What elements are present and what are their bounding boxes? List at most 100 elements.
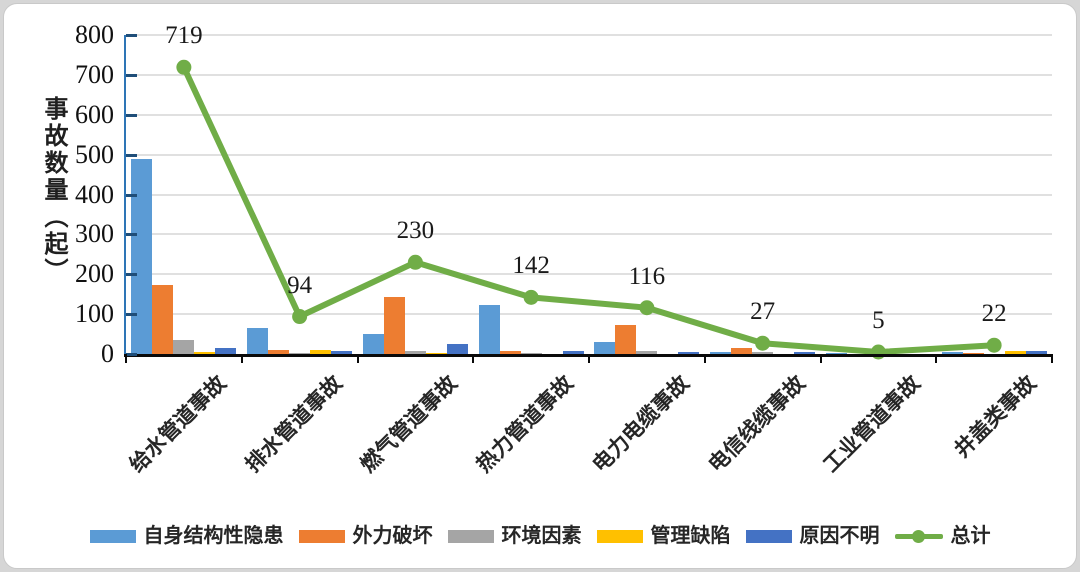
legend-item-0: 自身结构性隐患 (89, 525, 284, 547)
x-axis-tick (703, 354, 706, 363)
bar-0-cat1 (247, 328, 269, 354)
bar-4-cat5 (794, 352, 816, 354)
chart-legend: 自身结构性隐患 外力破坏 环境因素 管理缺陷 原因不明 总计 (4, 520, 1076, 552)
plot-area: 719 94 230 142 116 27 5 22 (124, 23, 1053, 363)
legend-swatch-icon (745, 529, 792, 543)
bar-4-cat4 (678, 352, 700, 354)
bar-0-cat0 (131, 158, 153, 354)
legend-line-icon (894, 529, 943, 544)
x-axis-tick (935, 354, 938, 363)
bar-2-cat0 (173, 339, 195, 354)
x-axis-category-label: 电力电缆事故 (588, 371, 694, 477)
gridline (126, 313, 1052, 316)
x-axis-tick (472, 354, 475, 363)
legend-item-4: 原因不明 (745, 525, 880, 547)
legend-item-2: 环境因素 (447, 526, 582, 546)
y-axis-tick (126, 113, 137, 117)
legend-swatch-icon (596, 529, 643, 543)
total-data-label: 94 (287, 271, 313, 299)
x-axis-tick (125, 354, 127, 363)
total-line-point (870, 344, 886, 360)
bar-2-cat2 (404, 350, 426, 354)
bar-1-cat0 (152, 285, 174, 354)
bar-1-cat2 (383, 296, 405, 354)
gridline (126, 233, 1052, 236)
bar-3-cat7 (1004, 350, 1026, 354)
legend-line-dot (911, 529, 925, 543)
gridline (126, 113, 1052, 116)
y-axis-tick-label: 100 (75, 299, 114, 329)
bar-4-cat1 (331, 350, 353, 354)
gridline (126, 153, 1052, 156)
total-data-label: 116 (628, 262, 666, 290)
bar-2-cat5 (752, 352, 774, 354)
total-line-point (523, 289, 539, 305)
x-axis-category-label: 电信线缆事故 (704, 371, 810, 477)
legend-item-1: 外力破坏 (298, 525, 433, 547)
total-line-point (986, 337, 1002, 353)
gridline (126, 273, 1052, 276)
total-line-point (176, 59, 192, 75)
x-axis-tick (1051, 354, 1053, 363)
y-axis-tick-label: 500 (75, 139, 114, 169)
bar-4-cat3 (562, 350, 584, 354)
bar-2-cat1 (289, 353, 311, 354)
y-axis-tick (126, 73, 137, 77)
total-data-label: 5 (872, 307, 885, 334)
bar-1-cat3 (499, 350, 521, 354)
y-axis-tick (126, 34, 137, 37)
y-axis-tick (126, 153, 137, 157)
total-data-label: 22 (981, 300, 1007, 328)
legend-swatch-icon (447, 529, 494, 543)
total-line-point (755, 335, 771, 351)
legend-label: 管理缺陷 (650, 525, 731, 547)
bar-2-cat4 (636, 350, 658, 354)
y-axis-tick (126, 353, 137, 356)
y-axis-tick-label: 800 (75, 20, 114, 49)
bar-0-cat2 (362, 334, 384, 354)
total-line-point (407, 254, 423, 270)
legend-item-5: 总计 (894, 525, 991, 547)
combo-chart: 事故数量（起） 719 94 230 142 116 27 5 22 0 100 200 300 40… (4, 4, 1076, 568)
x-axis-category-label: 热力管道事故 (472, 371, 578, 477)
y-axis-tick-label: 400 (75, 179, 114, 209)
y-axis-tick (126, 313, 137, 317)
legend-item-3: 管理缺陷 (596, 525, 731, 547)
total-data-label: 142 (512, 252, 550, 280)
x-axis-category-label: 给水管道事故 (125, 371, 231, 477)
total-data-label: 230 (396, 217, 435, 245)
bar-2-cat3 (520, 352, 542, 354)
total-data-label: 27 (750, 298, 776, 326)
bar-1-cat5 (731, 348, 753, 354)
x-axis-tick (356, 354, 359, 363)
bar-0-cat6 (825, 353, 847, 354)
y-axis-tick-label: 600 (75, 99, 114, 129)
bar-4-cat0 (215, 347, 237, 354)
y-axis-tick (126, 233, 137, 237)
y-axis-tick (126, 193, 137, 197)
legend-swatch-icon (89, 529, 136, 543)
x-axis-category-label: 燃气管道事故 (356, 371, 463, 477)
bar-4-cat2 (446, 343, 468, 354)
x-axis-tick (819, 354, 822, 363)
gridline (126, 34, 1052, 36)
bar-3-cat0 (194, 352, 216, 354)
legend-swatch-icon (298, 529, 345, 543)
y-axis-tick (126, 273, 137, 277)
bar-1-cat4 (615, 325, 637, 354)
bar-0-cat7 (941, 352, 963, 354)
x-axis-category-label: 井盖类事故 (950, 371, 1041, 463)
bar-0-cat3 (478, 305, 500, 354)
total-data-label: 719 (165, 22, 203, 50)
legend-label: 自身结构性隐患 (143, 525, 284, 547)
total-line-point (639, 300, 655, 316)
total-line-layer (176, 59, 1002, 360)
legend-label: 原因不明 (799, 525, 880, 547)
total-line (180, 64, 998, 355)
legend-label: 外力破坏 (352, 525, 433, 547)
x-axis-tick (588, 354, 590, 363)
bar-1-cat1 (268, 350, 290, 354)
legend-label: 总计 (950, 525, 991, 547)
bar-1-cat7 (962, 353, 984, 354)
bar-3-cat1 (310, 350, 332, 354)
